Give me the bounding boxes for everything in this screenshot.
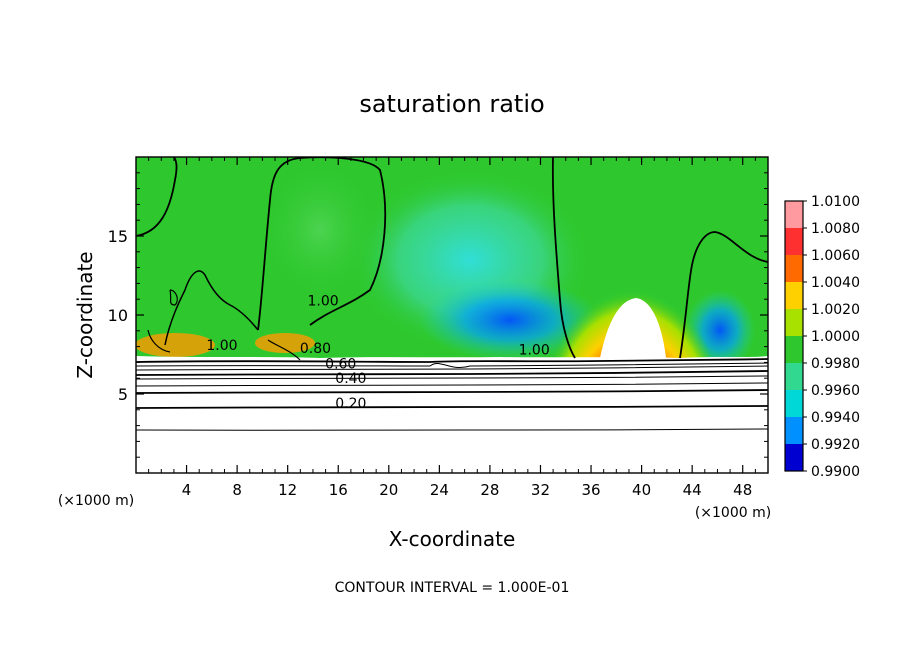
contour-label: 0.20	[335, 396, 366, 412]
x-tick-label: 28	[480, 481, 499, 499]
contour-1.00-left-ragged	[164, 270, 259, 346]
colorbar-segment	[785, 228, 803, 255]
x-axis-ticks: 4 8 12 16 20 24 28 32 36 40 44 48	[148, 157, 756, 499]
contour-small-left-edge	[147, 329, 171, 353]
x-tick-label: 12	[278, 481, 297, 499]
x-tick-label: 24	[430, 481, 449, 499]
contour-1.00-center-right	[551, 157, 576, 359]
colorbar-label: 1.0060	[811, 248, 860, 264]
colorbar: 1.0100 1.0080 1.0060 1.0040 1.0020 1.0000 0.99…	[784, 194, 860, 480]
y-tick-label: 5	[118, 385, 128, 404]
colorbar-segment	[785, 390, 803, 417]
contour-0.60	[136, 375, 768, 380]
colorbar-segment	[785, 201, 803, 228]
orange-patch-left	[136, 333, 215, 357]
x-tick-label: 16	[329, 481, 348, 499]
y-axis-ticks: 5 10 15	[108, 172, 768, 458]
contour-0.10	[136, 428, 768, 431]
x-tick-label: 32	[531, 481, 550, 499]
x-tick-label: 20	[379, 481, 398, 499]
contour-label: 1.00	[307, 294, 338, 310]
contour-1.00-far-left	[136, 157, 178, 237]
contour-0.80	[136, 365, 768, 371]
contour-label: 0.40	[335, 371, 366, 387]
colorbar-segment	[785, 309, 803, 336]
contour-0.40	[136, 389, 768, 394]
contour-1.00-right	[679, 231, 768, 359]
x-unit-right: (×1000 m)	[695, 505, 771, 521]
colorbar-label: 0.9940	[811, 410, 860, 426]
contour-interval-note: CONTOUR INTERVAL = 1.000E-01	[335, 580, 570, 596]
colorbar-label: 1.0040	[811, 275, 860, 291]
colorbar-segment	[785, 363, 803, 390]
colorbar-segment	[785, 444, 803, 471]
colorbar-label: 0.9900	[811, 464, 860, 480]
contour-0.20	[136, 405, 768, 409]
colorbar-label: 1.0100	[811, 194, 860, 210]
contour-label: 1.00	[519, 343, 550, 359]
colorbar-segment	[785, 282, 803, 309]
contour-0.50	[136, 382, 768, 387]
chart-title: saturation ratio	[359, 90, 544, 118]
contour-lines	[136, 157, 768, 431]
x-tick-label: 48	[733, 481, 752, 499]
contour-labels: 1.00 1.00 0.800.600.40 0.20 1.00	[206, 294, 549, 413]
colorbar-label: 1.0020	[811, 302, 860, 318]
x-unit-left: (×1000 m)	[58, 493, 134, 509]
x-tick-label: 40	[632, 481, 651, 499]
x-tick-label: 44	[683, 481, 702, 499]
colorbar-segment	[785, 255, 803, 282]
colorbar-label: 0.9920	[811, 437, 860, 453]
plot-field: 1.00 1.00 0.800.600.40 0.20 1.00	[136, 157, 768, 473]
x-tick-label: 36	[581, 481, 600, 499]
contour-small-mid	[267, 339, 301, 361]
colorbar-segment	[785, 417, 803, 444]
y-tick-label: 10	[108, 306, 128, 325]
contour-label: 1.00	[206, 338, 237, 354]
contour-label: 0.60	[325, 357, 356, 373]
colorbar-label: 0.9960	[811, 383, 860, 399]
y-tick-label: 15	[108, 227, 128, 246]
contour-label: 0.80	[300, 341, 331, 357]
colorbar-label: 0.9980	[811, 356, 860, 372]
colorbar-label: 1.0080	[811, 221, 860, 237]
colorbar-segment	[785, 336, 803, 363]
white-core-region	[600, 298, 666, 358]
x-tick-label: 4	[182, 481, 192, 499]
contour-0.90	[136, 362, 768, 368]
x-tick-label: 8	[232, 481, 242, 499]
colorbar-label: 1.0000	[811, 329, 860, 345]
x-axis-label: X-coordinate	[389, 527, 516, 551]
contour-0.70	[136, 370, 768, 376]
light-green-region-left	[260, 160, 380, 300]
y-axis-label: Z-coordinate	[73, 251, 97, 378]
contour-1.00-left-cell	[257, 157, 387, 331]
orange-patch-mid	[255, 333, 315, 353]
contour-small-blob	[169, 289, 178, 306]
contour-1.00-lower	[136, 358, 768, 363]
